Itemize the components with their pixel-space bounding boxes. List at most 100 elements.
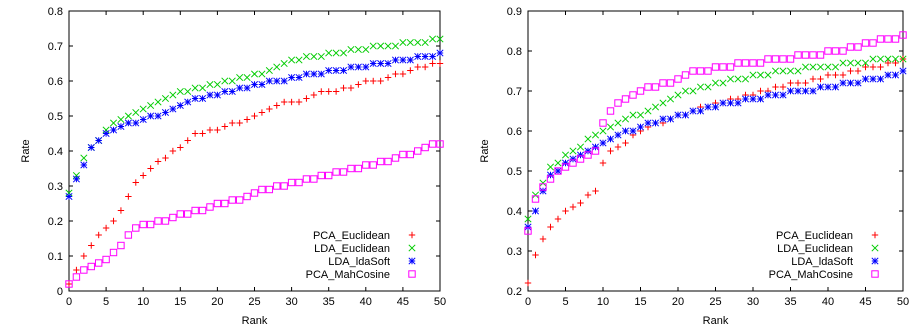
data-point <box>666 115 675 123</box>
data-point <box>80 154 88 162</box>
data-point <box>531 207 540 215</box>
data-point <box>243 73 251 82</box>
legend-label: LDA_ldaSoft <box>791 256 853 268</box>
data-point <box>109 126 118 134</box>
y-axis-label: Rate <box>20 139 32 162</box>
y-tick-label: 0.6 <box>48 76 63 88</box>
data-point <box>644 107 652 115</box>
data-point <box>325 171 333 180</box>
data-point <box>771 91 780 99</box>
data-point <box>576 143 585 151</box>
legend-marker <box>871 257 879 265</box>
data-point <box>339 66 348 75</box>
x-tick-label: 35 <box>784 296 796 308</box>
x-tick-label: 40 <box>822 296 834 308</box>
data-point <box>317 171 325 180</box>
y-tick-label: 0.8 <box>48 6 63 18</box>
data-point <box>584 135 592 143</box>
x-tick-label: 0 <box>66 296 72 308</box>
data-point <box>347 45 355 54</box>
data-point <box>599 119 607 127</box>
data-point <box>199 94 207 103</box>
data-point <box>199 130 206 137</box>
data-point <box>592 187 599 195</box>
data-point <box>414 38 422 47</box>
data-point <box>787 79 794 87</box>
x-tick-label: 25 <box>709 296 721 308</box>
data-point <box>749 59 757 67</box>
data-point <box>876 75 885 83</box>
data-point <box>80 161 88 169</box>
data-point <box>561 163 570 171</box>
y-tick-label: 0.6 <box>507 126 522 138</box>
data-point <box>139 115 147 124</box>
data-point <box>651 83 660 91</box>
data-point <box>191 84 199 92</box>
data-point <box>221 199 229 208</box>
data-point <box>689 107 697 115</box>
data-point <box>651 119 660 127</box>
data-point <box>221 77 229 85</box>
data-point <box>80 252 88 260</box>
data-point <box>295 56 303 64</box>
y-tick-label: 0.7 <box>507 86 522 98</box>
data-point <box>362 45 370 54</box>
data-point <box>280 98 288 106</box>
data-point <box>347 63 355 71</box>
data-point <box>258 185 266 194</box>
data-point <box>719 99 727 107</box>
data-point <box>531 195 540 203</box>
data-point <box>539 187 547 195</box>
data-point <box>310 70 318 78</box>
data-point <box>704 83 712 91</box>
data-point <box>436 60 444 67</box>
data-point <box>711 79 720 87</box>
x-tick-label: 30 <box>285 296 297 308</box>
data-point <box>629 91 637 99</box>
data-point <box>369 59 377 68</box>
data-point <box>399 38 407 47</box>
data-point <box>72 175 80 183</box>
data-point <box>377 59 385 68</box>
data-point <box>332 88 340 95</box>
data-point <box>629 111 637 119</box>
data-point <box>340 84 347 92</box>
data-point <box>132 179 139 186</box>
data-point <box>392 70 399 78</box>
data-point <box>88 242 95 249</box>
y-tick-label: 0.8 <box>507 46 522 58</box>
data-point <box>147 165 154 172</box>
data-point <box>636 87 645 95</box>
data-point <box>756 59 765 67</box>
data-point <box>884 35 892 43</box>
data-point <box>243 116 251 123</box>
data-point <box>839 59 847 67</box>
data-point <box>325 88 332 95</box>
data-point <box>184 137 191 144</box>
data-point <box>243 192 251 201</box>
series-PCA_Euclidean <box>524 55 907 287</box>
data-point <box>199 84 207 92</box>
legend-label: LDA_Euclidean <box>314 243 390 255</box>
legend-label: PCA_Euclidean <box>313 230 390 242</box>
data-point <box>288 56 296 64</box>
data-point <box>891 35 900 43</box>
data-point <box>265 66 273 75</box>
data-point <box>554 167 562 175</box>
data-point <box>591 147 600 155</box>
data-point <box>421 63 429 71</box>
x-axis-label: Rank <box>242 315 268 327</box>
data-point <box>213 199 222 208</box>
data-point <box>191 94 199 103</box>
data-point <box>414 63 421 71</box>
data-point <box>273 77 281 85</box>
data-point <box>606 123 615 131</box>
data-point <box>547 223 554 231</box>
data-point <box>154 217 162 225</box>
data-point <box>318 88 325 95</box>
data-point <box>546 163 555 171</box>
data-point <box>124 231 133 239</box>
data-point <box>644 119 652 127</box>
data-point <box>554 159 562 167</box>
data-point <box>421 38 429 47</box>
